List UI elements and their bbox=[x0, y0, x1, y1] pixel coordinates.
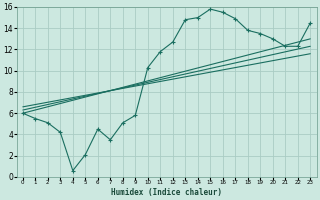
X-axis label: Humidex (Indice chaleur): Humidex (Indice chaleur) bbox=[111, 188, 222, 197]
